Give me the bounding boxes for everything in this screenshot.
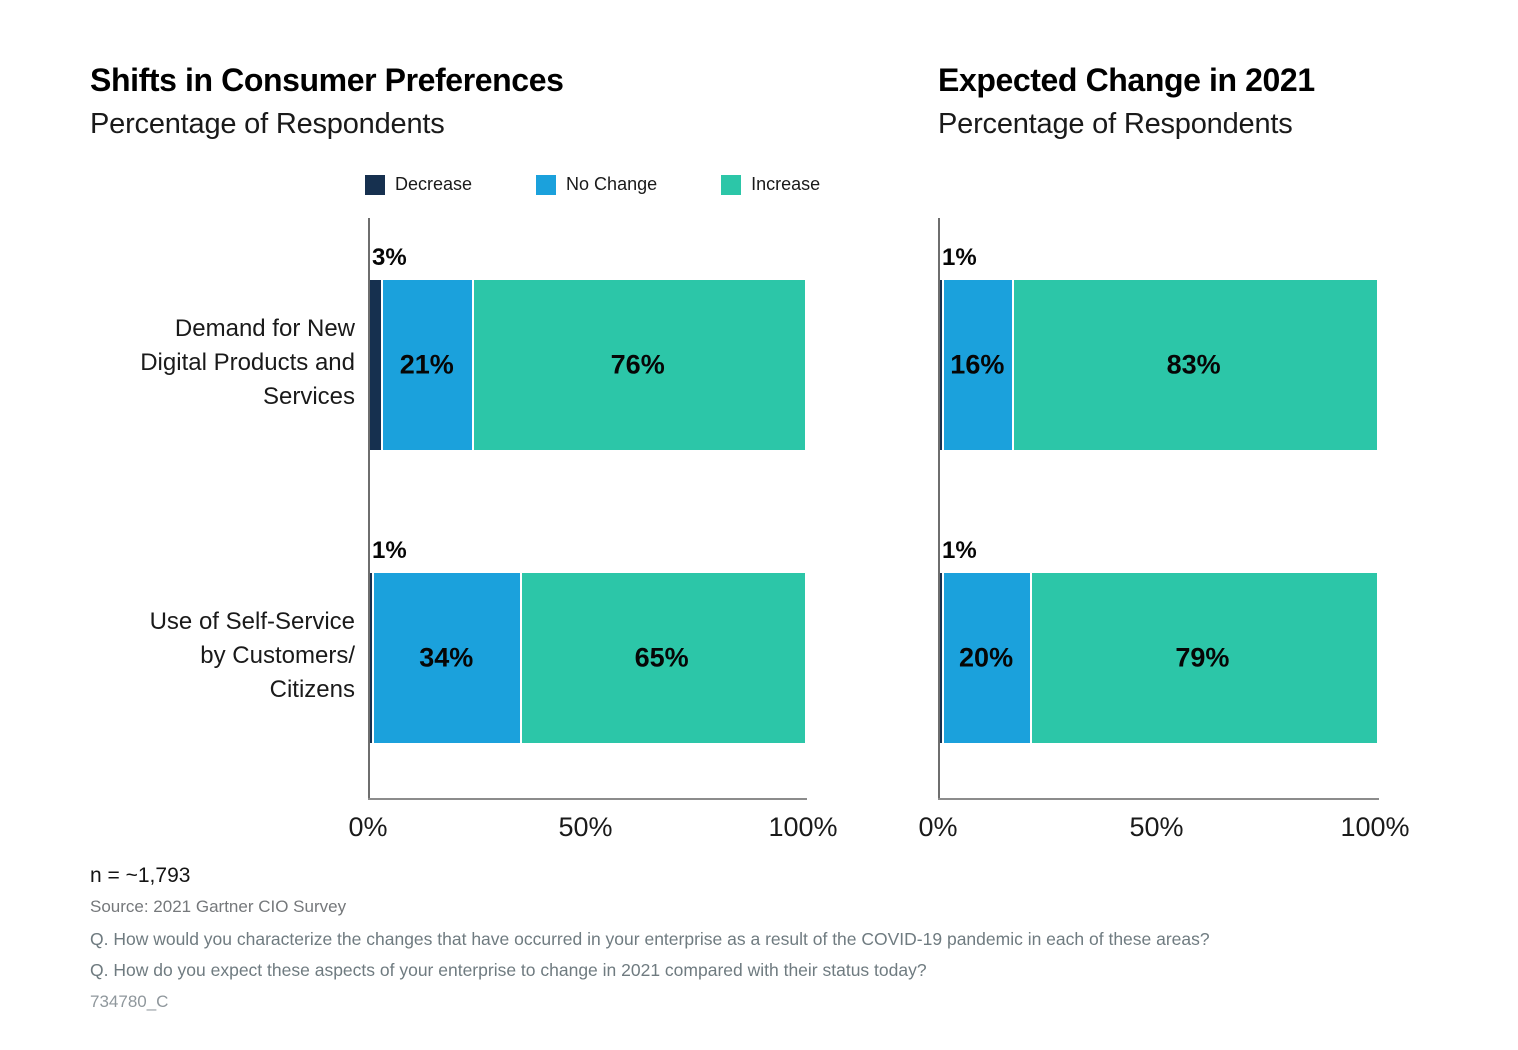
right-y-axis-line xyxy=(938,218,940,800)
bar-segment-no-change xyxy=(944,573,1030,743)
right-chart-subtitle: Percentage of Respondents xyxy=(938,108,1293,140)
bar-value-label: 1% xyxy=(372,537,407,564)
left-chart-subtitle: Percentage of Respondents xyxy=(90,108,445,140)
x-axis-tick-label: 100% xyxy=(768,812,838,842)
right-chart-plot: 1% 16% 83% 1% 20% 79% 0% 50% 100% xyxy=(918,218,1410,842)
left-x-axis-line xyxy=(368,798,808,800)
bar-segment-decrease xyxy=(940,280,943,450)
source-note: Source: 2021 Gartner CIO Survey xyxy=(90,897,347,916)
bar-segment-decrease xyxy=(940,573,943,743)
x-axis-tick-label: 50% xyxy=(1129,812,1184,842)
document-id-note: 734780_C xyxy=(90,992,169,1011)
bar-segment-increase xyxy=(1014,280,1377,450)
bar-value-label: 34% xyxy=(419,642,474,673)
left-y-axis-line xyxy=(368,218,370,800)
right-chart-title: Expected Change in 2021 xyxy=(938,62,1315,98)
legend-item-increase: Increase xyxy=(721,174,820,195)
bar-segment-increase xyxy=(522,573,805,743)
x-axis-tick-label: 0% xyxy=(348,812,388,842)
x-axis-tick-label: 0% xyxy=(918,812,958,842)
bar-row xyxy=(370,280,805,450)
bar-segment-no-change xyxy=(944,280,1013,450)
bar-value-label: 3% xyxy=(372,244,407,271)
legend: Decrease No Change Increase xyxy=(365,174,820,195)
sample-size-note: n = ~1,793 xyxy=(90,864,191,887)
left-chart-title: Shifts in Consumer Preferences xyxy=(90,62,564,98)
bar-segment-no-change xyxy=(383,280,473,450)
x-axis-tick-label: 100% xyxy=(1340,812,1410,842)
category-label: Demand for New Digital Products and Servic… xyxy=(140,315,355,410)
bar-value-label: 1% xyxy=(942,537,977,564)
bar-segment-increase xyxy=(1031,573,1377,743)
bar-value-label: 1% xyxy=(942,244,977,271)
right-x-axis-line xyxy=(938,798,1380,800)
x-axis-tick-label: 50% xyxy=(558,812,613,842)
category-label: Use of Self-Service by Customers/Citizens xyxy=(149,608,355,703)
legend-label: Decrease xyxy=(395,174,473,194)
question-2-note: Q. How do you expect these aspects of yo… xyxy=(90,960,927,980)
bar-segment-decrease xyxy=(370,573,373,743)
legend-swatch xyxy=(536,174,557,195)
legend-item-decrease: Decrease xyxy=(365,174,472,195)
bar-row xyxy=(940,573,1377,743)
bar-row xyxy=(370,573,805,743)
bar-value-label: 83% xyxy=(1166,349,1221,380)
bar-segment-no-change xyxy=(374,573,521,743)
bar-value-label: 21% xyxy=(399,349,454,380)
bar-row xyxy=(940,280,1377,450)
legend-swatch xyxy=(721,174,742,195)
legend-label: Increase xyxy=(751,174,821,194)
bar-value-label: 16% xyxy=(950,349,1005,380)
bar-value-label: 79% xyxy=(1175,642,1230,673)
legend-item-no-change: No Change xyxy=(536,174,657,195)
bar-value-label: 20% xyxy=(959,642,1014,673)
legend-swatch xyxy=(365,174,385,195)
bar-segment-decrease xyxy=(370,280,382,450)
bar-value-label: 65% xyxy=(634,642,689,673)
bar-value-label: 76% xyxy=(610,349,665,380)
left-chart-plot: 3% 21% 76% 1% 34% 65% 0% 50% 100% xyxy=(348,218,838,842)
bar-segment-increase xyxy=(474,280,805,450)
legend-label: No Change xyxy=(566,174,658,194)
question-1-note: Q. How would you characterize the change… xyxy=(90,929,1210,949)
